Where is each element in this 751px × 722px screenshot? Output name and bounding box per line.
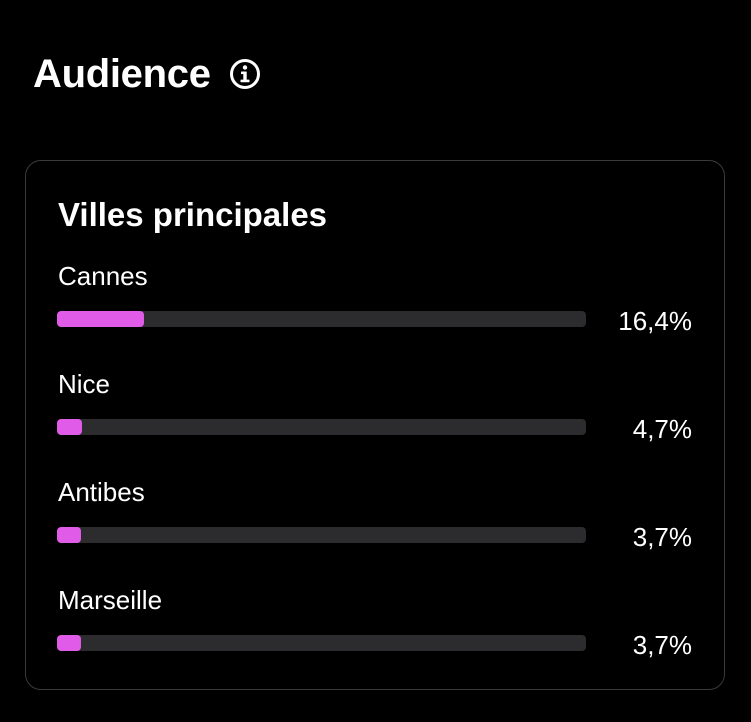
bar-fill xyxy=(57,635,81,651)
info-circle-icon-graphic xyxy=(229,59,260,89)
city-row: Marseille 3,7% xyxy=(26,585,724,685)
info-circle-icon[interactable] xyxy=(229,58,261,90)
bar-fill xyxy=(57,527,81,543)
city-row: Nice 4,7% xyxy=(26,369,724,469)
city-percentage: 4,7% xyxy=(632,414,692,444)
bar-fill xyxy=(57,419,82,435)
audience-header: Audience xyxy=(33,46,261,102)
city-row: Antibes 3,7% xyxy=(26,477,724,577)
city-name: Nice xyxy=(58,369,111,399)
city-percentage: 3,7% xyxy=(632,522,692,552)
city-percentage: 3,7% xyxy=(632,630,692,660)
bar-track xyxy=(57,635,586,651)
city-row: Cannes 16,4% xyxy=(26,261,724,361)
page-title: Audience xyxy=(33,52,211,96)
bar-track xyxy=(57,311,586,327)
city-percentage: 16,4% xyxy=(618,306,692,336)
bar-track xyxy=(57,527,586,543)
bar-track xyxy=(57,419,586,435)
city-name: Cannes xyxy=(58,261,148,291)
city-name: Antibes xyxy=(58,477,145,507)
city-name: Marseille xyxy=(58,585,163,615)
top-cities-card: Villes principales Cannes 16,4% Nice 4,7… xyxy=(25,160,725,690)
card-title: Villes principales xyxy=(58,196,328,233)
bar-fill xyxy=(57,311,144,327)
